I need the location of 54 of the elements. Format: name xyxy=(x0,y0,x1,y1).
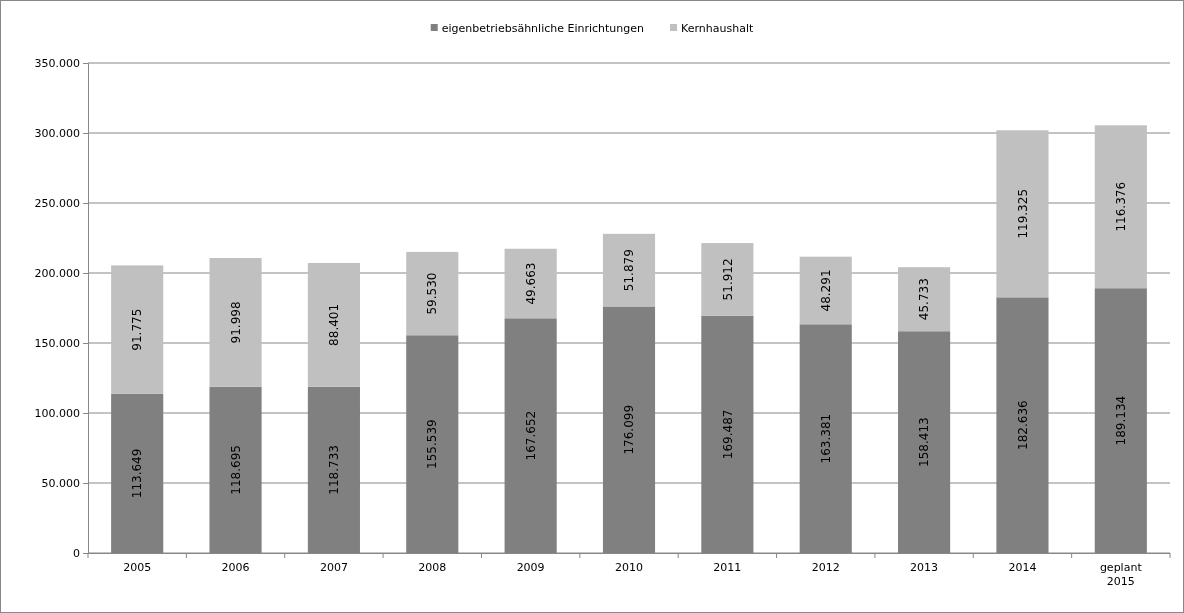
y-tick-label: 200.000 xyxy=(34,267,80,281)
data-label: 158.413 xyxy=(917,417,932,467)
data-label: 113.649 xyxy=(130,448,145,499)
y-tick-label: 350.000 xyxy=(34,57,80,71)
y-tick-label: 0 xyxy=(73,547,80,561)
data-label: 51.879 xyxy=(622,249,637,292)
bar xyxy=(406,251,459,336)
y-tick-label: 100.000 xyxy=(34,407,80,421)
bar xyxy=(111,265,164,394)
data-label: 176.099 xyxy=(622,404,637,455)
x-tick-label: 2005 xyxy=(123,561,152,574)
y-tick-label: 300.000 xyxy=(34,127,80,141)
y-tick-label: 50.000 xyxy=(41,477,80,491)
bar xyxy=(996,130,1049,298)
data-label: 118.695 xyxy=(228,445,243,495)
x-tick-label: geplant 2015 xyxy=(1099,561,1143,588)
y-tick-label: 150.000 xyxy=(34,337,80,351)
data-label: 59.530 xyxy=(425,272,440,315)
legend-label: eigenbetriebsähnliche Einrichtungen xyxy=(441,21,645,35)
data-label: 119.325 xyxy=(1015,188,1030,239)
y-tick-label: 250.000 xyxy=(34,197,80,211)
data-label: 91.775 xyxy=(130,308,145,351)
x-tick-label: 2014 xyxy=(1008,561,1037,574)
data-label: 189.134 xyxy=(1114,395,1129,446)
data-label: 169.487 xyxy=(720,409,735,460)
data-label: 49.663 xyxy=(523,262,538,305)
legend-label: Kernhaushalt xyxy=(681,21,754,35)
bar xyxy=(307,263,360,387)
bar xyxy=(1094,125,1147,289)
x-tick-label: 2013 xyxy=(910,561,939,574)
x-tick-label: 2012 xyxy=(811,561,840,574)
data-label: 88.401 xyxy=(327,303,342,346)
data-label: 91.998 xyxy=(228,301,243,344)
bar xyxy=(799,256,852,325)
data-label: 155.539 xyxy=(425,419,440,469)
x-tick-label: 2009 xyxy=(516,561,545,574)
data-label: 48.291 xyxy=(818,269,833,312)
bar xyxy=(504,248,557,319)
data-label: 182.636 xyxy=(1015,400,1030,450)
x-tick-label: 2008 xyxy=(418,561,447,574)
data-label: 116.376 xyxy=(1114,181,1129,232)
bar xyxy=(209,258,262,387)
x-tick-label: 2006 xyxy=(221,561,250,574)
data-label: 167.652 xyxy=(523,410,538,461)
data-label: 163.381 xyxy=(818,413,833,464)
bar xyxy=(602,233,656,307)
data-label: 45.733 xyxy=(917,278,932,321)
data-label: 118.733 xyxy=(327,445,342,495)
data-label: 51.912 xyxy=(720,258,735,301)
x-tick-label: 2011 xyxy=(713,561,742,574)
bar xyxy=(898,267,951,332)
x-tick-label: 2007 xyxy=(319,561,348,574)
x-tick-label: 2010 xyxy=(615,561,643,574)
bar xyxy=(701,243,754,316)
